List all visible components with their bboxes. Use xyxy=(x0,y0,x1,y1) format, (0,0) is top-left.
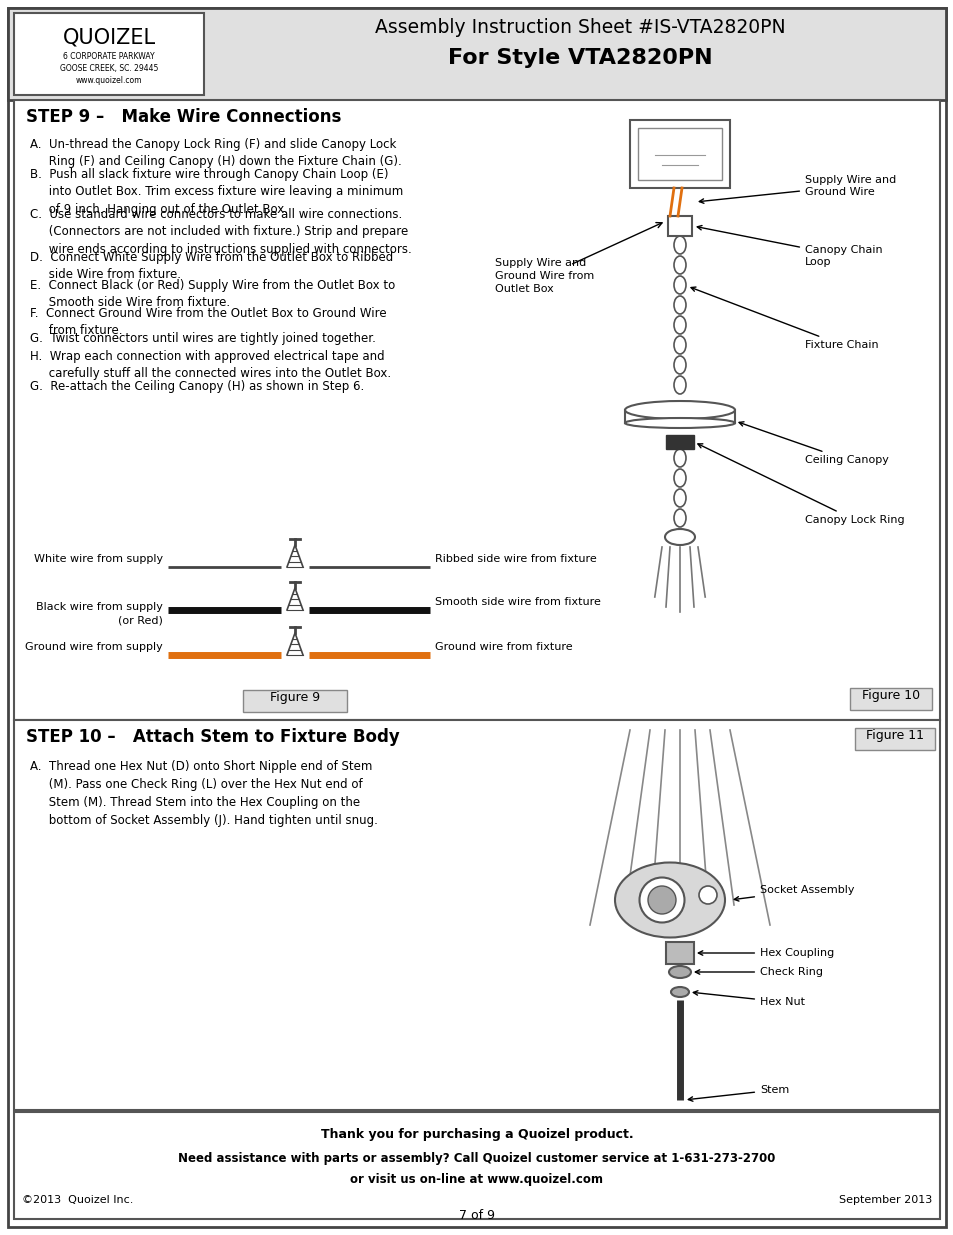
Polygon shape xyxy=(287,545,303,567)
Text: Stem: Stem xyxy=(687,1086,788,1102)
Text: STEP 10 –   Attach Stem to Fixture Body: STEP 10 – Attach Stem to Fixture Body xyxy=(26,727,399,746)
Ellipse shape xyxy=(624,401,734,419)
Text: Check Ring: Check Ring xyxy=(695,967,822,977)
Bar xyxy=(667,216,691,236)
Ellipse shape xyxy=(668,966,690,978)
Ellipse shape xyxy=(699,885,717,904)
Bar xyxy=(14,14,204,95)
Text: C.  Use standard wire connectors to make all wire connections.
     (Connectors : C. Use standard wire connectors to make … xyxy=(30,207,412,256)
Ellipse shape xyxy=(670,987,688,997)
Text: A.  Un-thread the Canopy Lock Ring (F) and slide Canopy Lock
     Ring (F) and C: A. Un-thread the Canopy Lock Ring (F) an… xyxy=(30,138,401,168)
Text: E.  Connect Black (or Red) Supply Wire from the Outlet Box to
     Smooth side W: E. Connect Black (or Red) Supply Wire fr… xyxy=(30,279,395,310)
Text: D.  Connect White Supply Wire from the Outlet Box to Ribbed
     side Wire from : D. Connect White Supply Wire from the Ou… xyxy=(30,251,393,282)
Text: H.  Wrap each connection with approved electrical tape and
     carefully stuff : H. Wrap each connection with approved el… xyxy=(30,350,391,380)
Ellipse shape xyxy=(615,862,724,937)
Text: A.  Thread one Hex Nut (D) onto Short Nipple end of Stem
     (M). Pass one Chec: A. Thread one Hex Nut (D) onto Short Nip… xyxy=(30,760,377,827)
Text: For Style VTA2820PN: For Style VTA2820PN xyxy=(447,48,712,68)
Bar xyxy=(14,1112,939,1219)
Text: 6 CORPORATE PARKWAY
GOOSE CREEK, SC. 29445
www.quoizel.com: 6 CORPORATE PARKWAY GOOSE CREEK, SC. 294… xyxy=(60,52,158,85)
Bar xyxy=(14,100,939,720)
Text: Ground wire from supply: Ground wire from supply xyxy=(25,642,163,652)
Text: G.  Twist connectors until wires are tightly joined together.: G. Twist connectors until wires are tigh… xyxy=(30,332,375,345)
Bar xyxy=(243,690,347,713)
Text: Socket Assembly: Socket Assembly xyxy=(734,885,854,902)
Text: or visit us on-line at www.quoizel.com: or visit us on-line at www.quoizel.com xyxy=(350,1173,603,1186)
Text: Figure 10: Figure 10 xyxy=(861,689,919,701)
Bar xyxy=(665,942,693,965)
Text: Supply Wire and
Ground Wire: Supply Wire and Ground Wire xyxy=(699,175,895,204)
Text: Figure 9: Figure 9 xyxy=(270,692,319,704)
Text: Ribbed side wire from fixture: Ribbed side wire from fixture xyxy=(435,555,597,564)
Text: September 2013: September 2013 xyxy=(838,1195,931,1205)
Text: Canopy Chain
Loop: Canopy Chain Loop xyxy=(697,226,882,267)
Text: Figure 11: Figure 11 xyxy=(865,729,923,742)
Polygon shape xyxy=(287,634,303,655)
Text: Black wire from supply
(or Red): Black wire from supply (or Red) xyxy=(36,601,163,625)
Text: Hex Coupling: Hex Coupling xyxy=(698,948,833,958)
Bar xyxy=(14,720,939,1110)
Text: STEP 9 –   Make Wire Connections: STEP 9 – Make Wire Connections xyxy=(26,107,341,126)
Text: QUOIZEL: QUOIZEL xyxy=(62,28,155,48)
Ellipse shape xyxy=(647,885,676,914)
Ellipse shape xyxy=(664,529,695,545)
Text: Smooth side wire from fixture: Smooth side wire from fixture xyxy=(435,597,600,606)
Ellipse shape xyxy=(680,131,702,153)
Text: Hex Nut: Hex Nut xyxy=(693,990,804,1007)
Bar xyxy=(8,7,945,100)
Ellipse shape xyxy=(639,878,684,923)
Bar xyxy=(849,688,931,710)
Bar xyxy=(854,727,934,750)
Polygon shape xyxy=(287,588,303,610)
Text: Supply Wire and
Ground Wire from
Outlet Box: Supply Wire and Ground Wire from Outlet … xyxy=(495,258,594,294)
Text: Canopy Lock Ring: Canopy Lock Ring xyxy=(698,443,903,525)
Text: F.  Connect Ground Wire from the Outlet Box to Ground Wire
     from fixture.: F. Connect Ground Wire from the Outlet B… xyxy=(30,308,386,337)
Text: Thank you for purchasing a Quoizel product.: Thank you for purchasing a Quoizel produ… xyxy=(320,1128,633,1141)
Text: Ceiling Canopy: Ceiling Canopy xyxy=(739,422,888,466)
Text: G.  Re-attach the Ceiling Canopy (H) as shown in Step 6.: G. Re-attach the Ceiling Canopy (H) as s… xyxy=(30,380,364,393)
Text: Fixture Chain: Fixture Chain xyxy=(690,287,878,350)
Bar xyxy=(638,128,721,180)
Text: 7 of 9: 7 of 9 xyxy=(458,1209,495,1221)
Text: White wire from supply: White wire from supply xyxy=(34,555,163,564)
Text: B.  Push all slack fixture wire through Canopy Chain Loop (E)
     into Outlet B: B. Push all slack fixture wire through C… xyxy=(30,168,403,216)
Bar xyxy=(629,120,729,188)
Text: Ground wire from fixture: Ground wire from fixture xyxy=(435,642,572,652)
Bar xyxy=(665,435,693,450)
Text: ©2013  Quoizel Inc.: ©2013 Quoizel Inc. xyxy=(22,1195,133,1205)
Text: Assembly Instruction Sheet #IS-VTA2820PN: Assembly Instruction Sheet #IS-VTA2820PN xyxy=(375,19,784,37)
Ellipse shape xyxy=(624,417,734,429)
Text: Need assistance with parts or assembly? Call Quoizel customer service at 1-631-2: Need assistance with parts or assembly? … xyxy=(178,1152,775,1165)
